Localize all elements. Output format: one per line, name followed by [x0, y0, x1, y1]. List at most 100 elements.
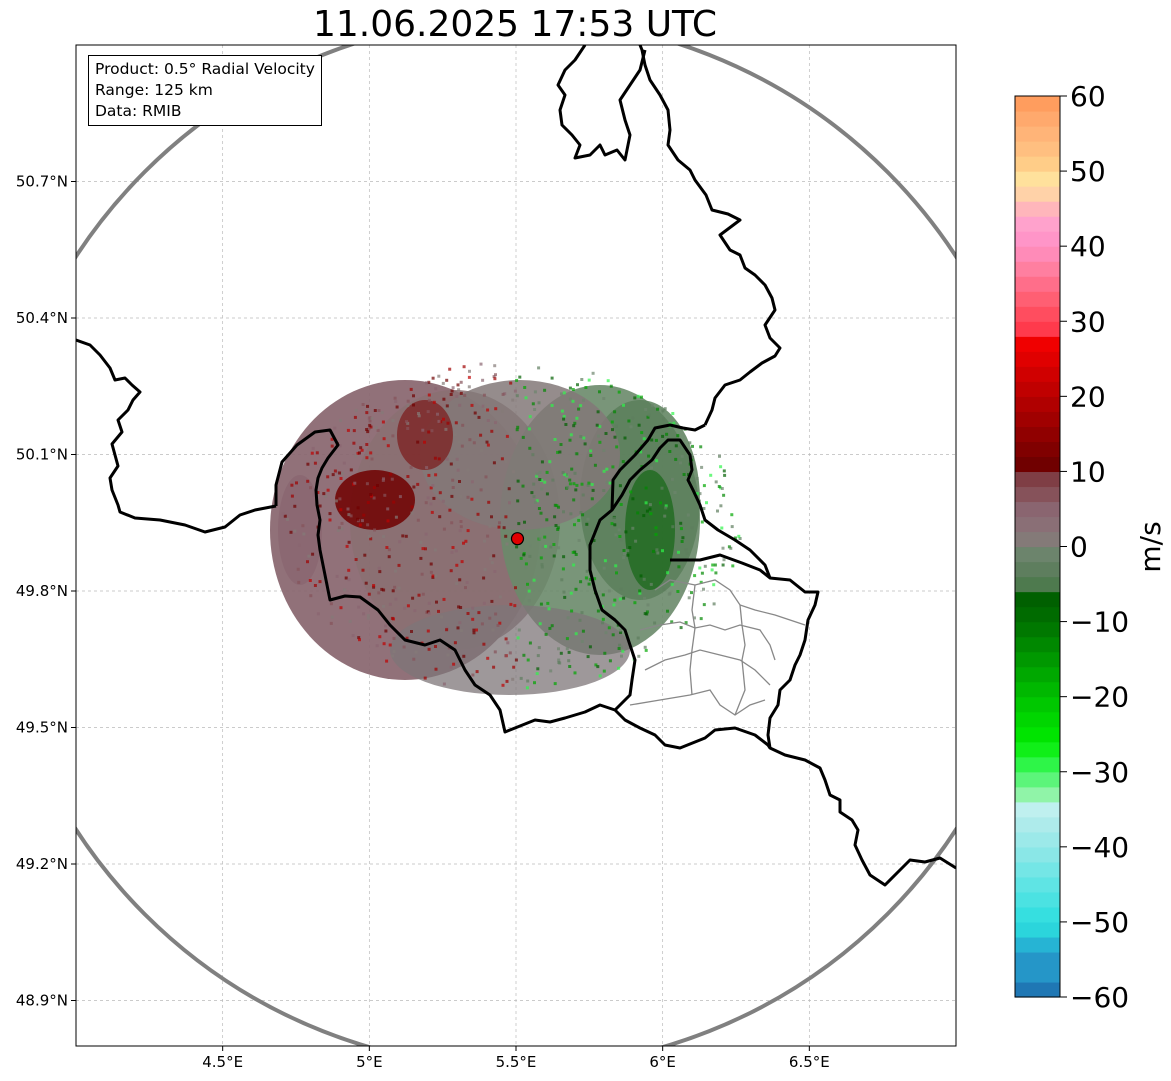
echo-speckle — [433, 456, 437, 460]
echo-speckle — [537, 401, 541, 405]
colorbar-band — [1015, 531, 1060, 548]
border-lux-east — [610, 438, 772, 579]
echo-speckle — [509, 381, 513, 385]
echo-speckle — [528, 641, 532, 645]
echo-speckle — [563, 473, 567, 476]
echo-speckle — [662, 417, 665, 421]
echo-speckle — [505, 434, 509, 438]
echo-speckle — [550, 404, 554, 407]
echo-speckle — [404, 534, 408, 538]
echo-speckle — [466, 612, 470, 615]
echo-speckle — [486, 443, 490, 447]
echo-speckle — [650, 438, 654, 442]
echo-speckle — [286, 517, 289, 521]
echo-speckle — [504, 515, 508, 519]
echo-speckle — [550, 376, 554, 380]
echo-speckle — [717, 485, 721, 488]
echo-speckle — [714, 480, 718, 484]
echo-speckle — [490, 599, 494, 603]
echo-speckle — [639, 462, 643, 465]
echo-west-fringe — [278, 475, 322, 585]
echo-speckle — [636, 394, 640, 398]
echo-speckle — [405, 420, 408, 424]
echo-speckle — [395, 405, 399, 409]
echo-speckle — [534, 500, 537, 504]
echo-speckle — [360, 519, 364, 523]
echo-speckle — [451, 546, 455, 549]
echo-speckle — [449, 462, 453, 466]
echo-speckle — [444, 427, 448, 431]
echo-speckle — [458, 480, 461, 483]
echo-speckle — [482, 642, 486, 646]
echo-speckle — [602, 566, 606, 570]
echo-speckle — [470, 403, 474, 407]
echo-speckle — [528, 544, 532, 548]
echo-speckle — [427, 611, 431, 615]
echo-speckle — [580, 640, 584, 643]
echo-speckle — [698, 492, 702, 496]
echo-speckle — [311, 446, 315, 450]
echo-speckle — [513, 439, 517, 443]
echo-speckle — [370, 416, 374, 420]
echo-speckle — [572, 498, 576, 502]
echo-speckle — [540, 563, 544, 567]
echo-speckle — [619, 631, 623, 634]
echo-speckle — [382, 588, 386, 592]
echo-speckle — [434, 667, 438, 671]
echo-speckle — [372, 496, 376, 500]
echo-speckle — [640, 395, 643, 399]
echo-speckle — [585, 522, 589, 526]
map-title: 11.06.2025 17:53 UTC — [312, 4, 718, 45]
echo-speckle — [677, 565, 681, 569]
echo-speckle — [449, 393, 453, 396]
echo-speckle — [333, 426, 337, 430]
longitude-axis: 4.5°E 5°E 5.5°E 6°E 6.5°E — [202, 1046, 830, 1071]
echo-speckle — [372, 486, 376, 490]
echo-speckle — [471, 673, 475, 677]
colorbar-band — [1015, 726, 1060, 743]
echo-speckle — [679, 521, 683, 525]
echo-speckle — [451, 386, 455, 390]
echo-speckle — [451, 478, 455, 482]
echo-speckle — [613, 523, 617, 527]
echo-speckle — [674, 457, 678, 461]
echo-speckle — [295, 481, 298, 485]
echo-speckle — [579, 404, 583, 408]
echo-speckle — [437, 419, 441, 423]
echo-speckle — [649, 582, 653, 586]
echo-speckle — [389, 472, 393, 476]
colorbar-band — [1015, 786, 1060, 803]
colorbar-tick-label: −60 — [1070, 981, 1129, 1014]
echo-speckle — [581, 629, 585, 633]
radar-site-marker — [510, 532, 525, 546]
echo-speckle — [427, 380, 431, 384]
echo-speckle — [326, 475, 330, 479]
echo-speckle — [366, 616, 370, 620]
echo-speckle — [695, 477, 699, 480]
echo-speckle — [598, 390, 601, 394]
echo-speckle — [459, 525, 463, 529]
echo-speckle — [373, 409, 377, 412]
echo-speckle — [667, 592, 671, 596]
echo-speckle — [342, 461, 346, 465]
echo-speckle — [421, 592, 425, 596]
echo-speckle — [357, 636, 361, 640]
echo-speckle — [455, 457, 459, 461]
colorbar-band — [1015, 936, 1060, 953]
colorbar-tick-label: 40 — [1070, 230, 1106, 263]
echo-speckle — [567, 650, 571, 654]
echo-speckle — [521, 435, 525, 439]
echo-speckle — [644, 501, 648, 505]
colorbar-tick-label: 50 — [1070, 155, 1106, 188]
echo-speckle — [571, 399, 575, 403]
echo-speckle — [412, 657, 416, 661]
echo-speckle — [406, 421, 410, 425]
echo-dark-red-2 — [397, 400, 453, 470]
echo-speckle — [610, 420, 614, 424]
echo-speckle — [574, 488, 578, 492]
echo-speckle — [330, 444, 334, 448]
echo-speckle — [466, 468, 470, 472]
echo-speckle — [369, 537, 373, 541]
colorbar-band — [1015, 591, 1060, 608]
echo-speckle — [483, 539, 486, 543]
